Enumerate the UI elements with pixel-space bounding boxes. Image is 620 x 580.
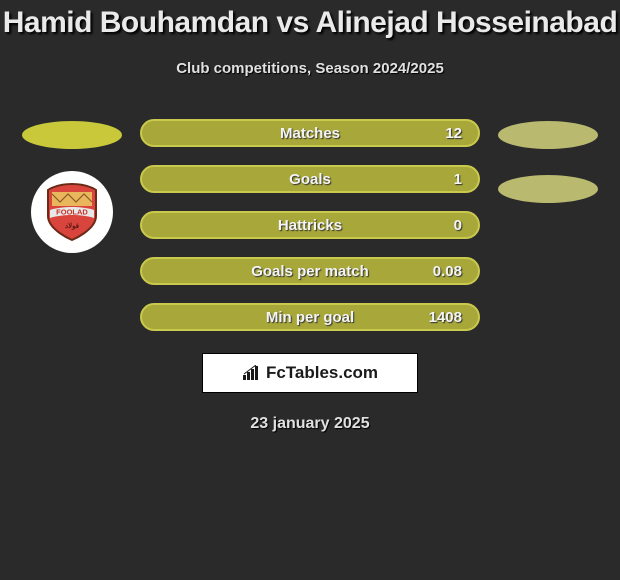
club-badge: FOOLAD فولاد — [31, 171, 113, 253]
stat-bar-matches: Matches 12 — [140, 119, 480, 147]
svg-text:فولاد: فولاد — [65, 222, 79, 230]
stat-bar-goals-per-match: Goals per match 0.08 — [140, 257, 480, 285]
stat-label: Matches — [280, 125, 340, 142]
stat-bar-min-per-goal: Min per goal 1408 — [140, 303, 480, 331]
stat-label: Goals — [289, 171, 331, 188]
infographic-container: Hamid Bouhamdan vs Alinejad Hosseinabad … — [0, 0, 620, 433]
stat-label: Goals per match — [251, 263, 369, 280]
right-player-ellipse-1 — [498, 121, 598, 149]
subtitle: Club competitions, Season 2024/2025 — [0, 60, 620, 77]
fctables-logo: FcTables.com — [242, 363, 378, 383]
stat-label: Hattricks — [278, 217, 342, 234]
stats-column: Matches 12 Goals 1 Hattricks 0 Goals per… — [140, 119, 480, 331]
stat-bar-hattricks: Hattricks 0 — [140, 211, 480, 239]
svg-text:FOOLAD: FOOLAD — [56, 208, 88, 217]
stat-value: 1 — [454, 171, 462, 188]
stat-value: 0 — [454, 217, 462, 234]
bar-chart-icon — [242, 365, 262, 381]
stat-value: 1408 — [429, 309, 462, 326]
left-player-ellipse — [22, 121, 122, 149]
logo-text: FcTables.com — [266, 363, 378, 383]
right-column — [498, 119, 598, 203]
stat-bar-goals: Goals 1 — [140, 165, 480, 193]
left-column: FOOLAD فولاد — [22, 119, 122, 253]
stat-label: Min per goal — [266, 309, 354, 326]
date-text: 23 january 2025 — [0, 415, 620, 433]
fctables-logo-box: FcTables.com — [202, 353, 418, 393]
main-row: FOOLAD فولاد Matches 12 Goals 1 Hattrick… — [0, 119, 620, 331]
right-player-ellipse-2 — [498, 175, 598, 203]
foolad-badge-icon: FOOLAD فولاد — [40, 180, 104, 244]
stat-value: 0.08 — [433, 263, 462, 280]
page-title: Hamid Bouhamdan vs Alinejad Hosseinabad — [0, 6, 620, 40]
stat-value: 12 — [445, 125, 462, 142]
